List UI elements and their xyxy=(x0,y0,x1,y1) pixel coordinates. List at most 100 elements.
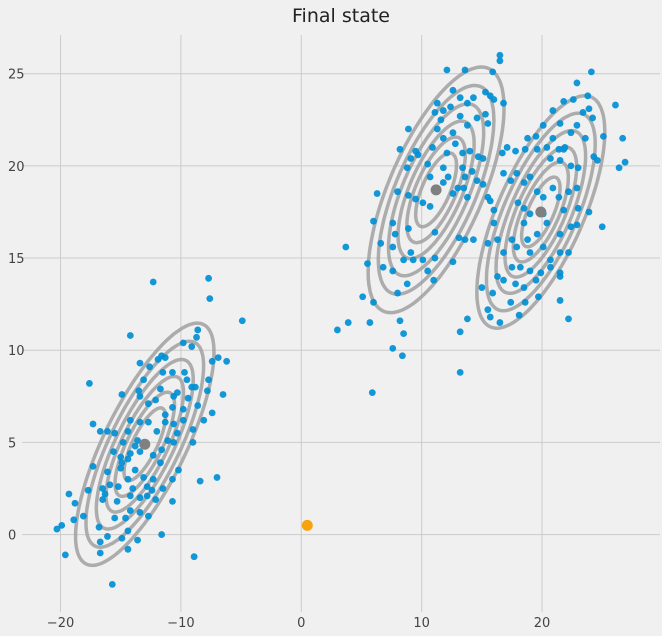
contour-ellipse xyxy=(484,111,597,313)
data-point xyxy=(520,284,528,291)
data-point xyxy=(468,168,476,175)
data-point xyxy=(526,267,534,275)
data-point xyxy=(484,120,492,127)
data-point xyxy=(405,191,412,199)
data-point xyxy=(405,225,412,232)
data-point xyxy=(370,217,377,225)
data-point xyxy=(585,105,593,113)
data-point xyxy=(161,411,169,419)
data-point xyxy=(161,354,169,362)
data-point xyxy=(414,151,422,159)
data-point xyxy=(449,258,457,266)
data-point xyxy=(144,400,152,408)
data-point xyxy=(573,184,581,192)
data-point xyxy=(104,533,111,540)
data-point xyxy=(426,203,434,210)
y-tick-label: 5 xyxy=(8,436,16,451)
data-point xyxy=(615,164,623,172)
data-point xyxy=(342,243,350,251)
data-point xyxy=(512,280,519,288)
data-point xyxy=(169,368,176,376)
data-point xyxy=(516,263,524,271)
data-point xyxy=(433,99,441,107)
data-point xyxy=(565,315,572,323)
data-point xyxy=(524,134,531,142)
data-point xyxy=(164,437,172,444)
data-point xyxy=(214,354,222,362)
data-point xyxy=(398,352,406,360)
data-point xyxy=(419,199,427,207)
data-point xyxy=(370,298,377,306)
data-point xyxy=(431,109,439,116)
data-point xyxy=(140,474,147,481)
data-point xyxy=(403,280,411,288)
data-point xyxy=(430,276,438,284)
data-point xyxy=(113,497,121,505)
data-point xyxy=(396,145,404,153)
data-point xyxy=(359,293,367,301)
data-point xyxy=(585,208,593,216)
data-point xyxy=(498,149,506,157)
data-point xyxy=(451,140,459,148)
data-point xyxy=(364,260,371,267)
data-point xyxy=(144,512,152,520)
data-point xyxy=(124,527,132,535)
data-point xyxy=(143,492,151,500)
data-point xyxy=(478,284,486,291)
data-point xyxy=(149,278,157,286)
data-point xyxy=(219,391,227,398)
data-point xyxy=(184,394,192,402)
data-point xyxy=(196,477,204,485)
tick-labels: −20 −10 0 10 20 0 5 10 15 20 25 xyxy=(8,68,550,631)
data-point xyxy=(179,416,187,424)
data-point xyxy=(520,179,528,186)
data-point xyxy=(110,448,117,456)
data-point xyxy=(389,219,397,227)
data-point xyxy=(131,442,139,450)
data-point xyxy=(126,507,134,515)
data-point xyxy=(126,332,134,339)
data-point xyxy=(470,94,477,102)
data-point xyxy=(157,385,164,393)
x-tick-label: 20 xyxy=(534,616,551,631)
data-point xyxy=(122,514,129,522)
data-point xyxy=(490,206,498,214)
data-point xyxy=(344,319,352,326)
y-tick-label: 15 xyxy=(8,252,25,267)
data-point xyxy=(463,121,471,129)
data-point xyxy=(173,429,181,437)
data-point xyxy=(149,451,157,459)
data-point xyxy=(124,475,132,483)
data-point xyxy=(407,155,415,162)
data-point xyxy=(456,328,464,336)
contour-ellipse xyxy=(396,119,476,261)
data-point xyxy=(619,134,627,142)
data-point xyxy=(89,462,97,470)
data-point xyxy=(389,344,397,352)
y-tick-label: 0 xyxy=(8,529,16,544)
data-point xyxy=(188,343,196,350)
contour-ellipse xyxy=(519,175,562,249)
data-point xyxy=(79,512,87,520)
data-point xyxy=(513,169,521,177)
data-points xyxy=(53,51,629,588)
data-point xyxy=(539,193,547,201)
data-point xyxy=(565,249,572,256)
data-point xyxy=(482,88,489,96)
data-point xyxy=(333,326,341,334)
data-point xyxy=(65,490,73,498)
data-point xyxy=(454,184,462,192)
data-point xyxy=(136,494,144,502)
contour-ellipse xyxy=(503,145,579,279)
data-point xyxy=(205,376,212,384)
data-point xyxy=(456,94,464,102)
data-point xyxy=(405,125,412,133)
data-point xyxy=(400,256,407,264)
data-point xyxy=(456,368,464,376)
chart-title: Final state xyxy=(292,5,390,27)
data-point xyxy=(494,236,501,244)
data-point xyxy=(191,383,199,391)
data-point xyxy=(157,459,164,467)
data-point xyxy=(507,177,515,185)
